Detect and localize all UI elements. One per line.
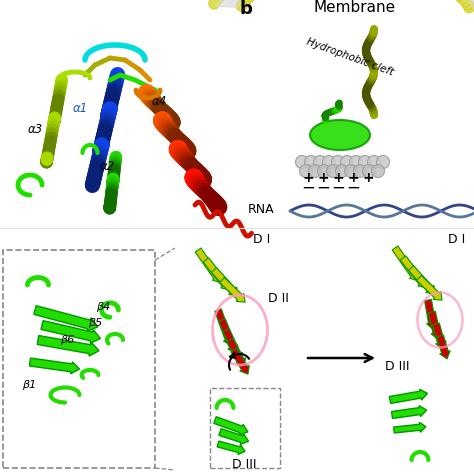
Circle shape (300, 164, 312, 177)
FancyArrow shape (37, 336, 99, 356)
Circle shape (462, 0, 473, 10)
Circle shape (327, 164, 339, 177)
Circle shape (336, 164, 348, 177)
Text: −: − (301, 179, 315, 197)
Text: D III: D III (385, 360, 410, 373)
Text: D II: D II (268, 292, 289, 305)
Text: +: + (347, 171, 359, 185)
FancyArrow shape (203, 258, 229, 290)
FancyArrow shape (400, 256, 427, 288)
Text: +: + (302, 171, 314, 185)
FancyArrow shape (219, 277, 245, 302)
Text: −: − (316, 179, 330, 197)
Text: D I: D I (253, 233, 270, 246)
Circle shape (318, 164, 330, 177)
Circle shape (349, 155, 363, 168)
Circle shape (295, 155, 309, 168)
Circle shape (313, 155, 327, 168)
Text: D I: D I (448, 233, 465, 246)
FancyArrow shape (437, 335, 450, 359)
FancyArrow shape (428, 311, 442, 339)
FancyArrow shape (425, 300, 438, 329)
Circle shape (372, 164, 384, 177)
Circle shape (345, 164, 357, 177)
FancyArrow shape (223, 328, 242, 361)
FancyArrow shape (214, 417, 248, 435)
FancyArrow shape (231, 348, 249, 374)
Circle shape (309, 164, 321, 177)
Circle shape (304, 155, 318, 168)
Circle shape (367, 155, 381, 168)
Circle shape (244, 0, 255, 2)
FancyArrow shape (219, 428, 248, 444)
Circle shape (238, 0, 249, 8)
Text: β4: β4 (96, 302, 110, 312)
Circle shape (331, 155, 345, 168)
FancyArrow shape (392, 406, 427, 419)
Text: b: b (240, 0, 253, 18)
Circle shape (236, 0, 247, 11)
Text: +: + (317, 171, 329, 185)
Text: −: − (346, 179, 360, 197)
Circle shape (460, 0, 471, 7)
FancyArrow shape (195, 248, 221, 283)
Circle shape (454, 0, 465, 1)
Text: Hydrophobic cleft: Hydrophobic cleft (305, 36, 395, 77)
FancyArrow shape (41, 320, 100, 343)
Bar (210, 388, 280, 468)
Text: +: + (332, 171, 344, 185)
FancyArrow shape (417, 275, 442, 300)
Text: β5: β5 (88, 318, 102, 328)
FancyArrow shape (219, 319, 238, 354)
Polygon shape (217, 0, 474, 7)
Text: β1: β1 (22, 380, 36, 390)
Text: −: − (331, 179, 345, 197)
Circle shape (457, 0, 468, 4)
Ellipse shape (310, 120, 370, 150)
Circle shape (340, 155, 354, 168)
FancyArrow shape (211, 268, 237, 296)
FancyArrow shape (29, 358, 80, 374)
FancyArrow shape (409, 265, 434, 294)
Circle shape (209, 0, 219, 9)
Circle shape (358, 155, 372, 168)
Text: α4: α4 (152, 95, 167, 108)
Circle shape (214, 0, 225, 2)
Circle shape (464, 2, 474, 13)
FancyArrow shape (227, 338, 246, 366)
Circle shape (211, 0, 222, 5)
Text: α2: α2 (100, 160, 115, 173)
Circle shape (322, 155, 336, 168)
Text: Membrane: Membrane (314, 0, 396, 15)
Bar (3, 250, 155, 468)
Text: α1: α1 (73, 102, 88, 115)
Circle shape (363, 164, 375, 177)
Text: α3: α3 (28, 123, 43, 136)
FancyArrow shape (34, 306, 98, 331)
Circle shape (241, 0, 252, 5)
Text: D III: D III (232, 458, 256, 471)
Text: β6: β6 (60, 335, 74, 345)
FancyArrow shape (390, 389, 428, 403)
Text: RNA: RNA (248, 203, 274, 216)
FancyArrow shape (392, 246, 419, 281)
Circle shape (376, 155, 390, 168)
FancyArrow shape (217, 441, 245, 455)
FancyArrow shape (394, 422, 426, 433)
Text: +: + (362, 171, 374, 185)
Circle shape (354, 164, 366, 177)
FancyArrow shape (215, 309, 234, 346)
FancyArrow shape (433, 323, 446, 349)
